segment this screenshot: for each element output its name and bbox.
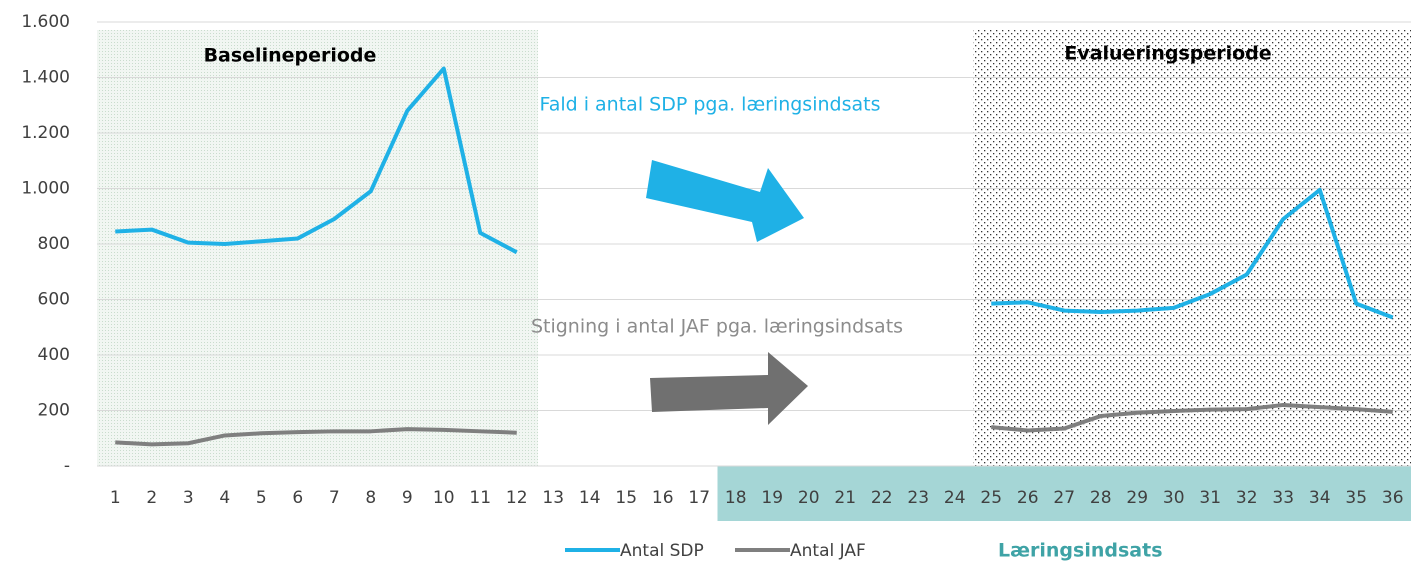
- x-tick-label: 13: [542, 488, 564, 508]
- x-tick-label: 8: [365, 488, 376, 508]
- y-tick-label: 600: [38, 290, 70, 310]
- x-tick-label: 12: [506, 488, 528, 508]
- x-tick-label: 28: [1090, 488, 1112, 508]
- evaluation-region: [973, 30, 1411, 466]
- x-tick-label: 24: [944, 488, 966, 508]
- intervention-bar: [717, 466, 1411, 521]
- x-tick-label: 17: [688, 488, 710, 508]
- y-tick-label: 800: [38, 234, 70, 254]
- evaluation-label: Evalueringsperiode: [1064, 43, 1271, 65]
- x-tick-label: 20: [798, 488, 820, 508]
- intervention-legend: Læringsindsats: [998, 540, 1163, 562]
- y-tick-label: 1.600: [21, 12, 70, 32]
- x-tick-label: 3: [183, 488, 194, 508]
- x-tick-label: 5: [256, 488, 267, 508]
- arrow-jaf: [650, 352, 808, 425]
- jaf-annotation: Stigning i antal JAF pga. læringsindsats: [531, 316, 903, 338]
- x-tick-label: 14: [579, 488, 601, 508]
- y-tick-label: 1.400: [21, 68, 70, 88]
- x-tick-label: 18: [725, 488, 747, 508]
- x-tick-label: 6: [292, 488, 303, 508]
- x-tick-label: 29: [1126, 488, 1148, 508]
- x-tick-label: 27: [1053, 488, 1075, 508]
- series-line: [115, 66, 1394, 320]
- x-tick-label: 11: [469, 488, 491, 508]
- x-tick-label: 25: [980, 488, 1002, 508]
- x-tick-label: 19: [761, 488, 783, 508]
- x-tick-label: 26: [1017, 488, 1039, 508]
- baseline-region: [97, 30, 538, 466]
- x-tick-label: 1: [110, 488, 121, 508]
- y-tick-label: 1.000: [21, 179, 70, 199]
- x-tick-label: 22: [871, 488, 893, 508]
- y-tick-label: 400: [38, 345, 70, 365]
- x-tick-label: 16: [652, 488, 674, 508]
- x-tick-label: 2: [146, 488, 157, 508]
- x-tick-label: 33: [1272, 488, 1294, 508]
- x-tick-label: 35: [1345, 488, 1367, 508]
- x-tick-label: 23: [907, 488, 929, 508]
- x-tick-label: 30: [1163, 488, 1185, 508]
- x-tick-label: 10: [433, 488, 455, 508]
- y-tick-label: 1.200: [21, 123, 70, 143]
- series-line: [115, 402, 1393, 447]
- baseline-label: Baselineperiode: [204, 45, 377, 67]
- x-tick-label: 31: [1199, 488, 1221, 508]
- x-tick-label: 34: [1309, 488, 1331, 508]
- legend-label: Antal SDP: [620, 541, 704, 561]
- x-tick-label: 36: [1382, 488, 1404, 508]
- y-tick-label: -: [64, 456, 70, 476]
- arrow-sdp: [646, 160, 804, 242]
- x-tick-label: 9: [402, 488, 413, 508]
- x-tick-label: 21: [834, 488, 856, 508]
- y-tick-label: 200: [38, 401, 70, 421]
- x-tick-label: 4: [219, 488, 230, 508]
- x-tick-label: 7: [329, 488, 340, 508]
- legend-label: Antal JAF: [790, 541, 866, 561]
- x-tick-label: 32: [1236, 488, 1258, 508]
- sdp-annotation: Fald i antal SDP pga. læringsindsats: [540, 94, 881, 116]
- x-tick-label: 15: [615, 488, 637, 508]
